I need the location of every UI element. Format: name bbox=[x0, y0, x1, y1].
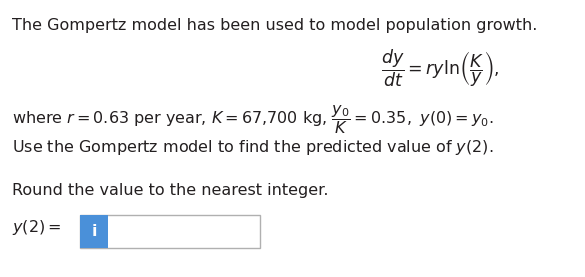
Text: where $r = 0.63$ per year, $K = 67{,}700$ kg, $\dfrac{y_0}{K} = 0.35,\ y(0) = y_: where $r = 0.63$ per year, $K = 67{,}700… bbox=[12, 103, 494, 136]
Text: Round the value to the nearest integer.: Round the value to the nearest integer. bbox=[12, 183, 329, 198]
Text: $\dfrac{dy}{dt} = ry\ln\!\left(\dfrac{K}{y}\right),$: $\dfrac{dy}{dt} = ry\ln\!\left(\dfrac{K}… bbox=[381, 48, 499, 89]
Text: $y(2) =$: $y(2) =$ bbox=[12, 218, 61, 237]
Text: The Gompertz model has been used to model population growth.: The Gompertz model has been used to mode… bbox=[12, 18, 538, 33]
FancyBboxPatch shape bbox=[80, 215, 108, 248]
Text: Use the Gompertz model to find the predicted value of $y(2)$.: Use the Gompertz model to find the predi… bbox=[12, 138, 493, 157]
FancyBboxPatch shape bbox=[80, 215, 260, 248]
Text: i: i bbox=[91, 224, 97, 239]
